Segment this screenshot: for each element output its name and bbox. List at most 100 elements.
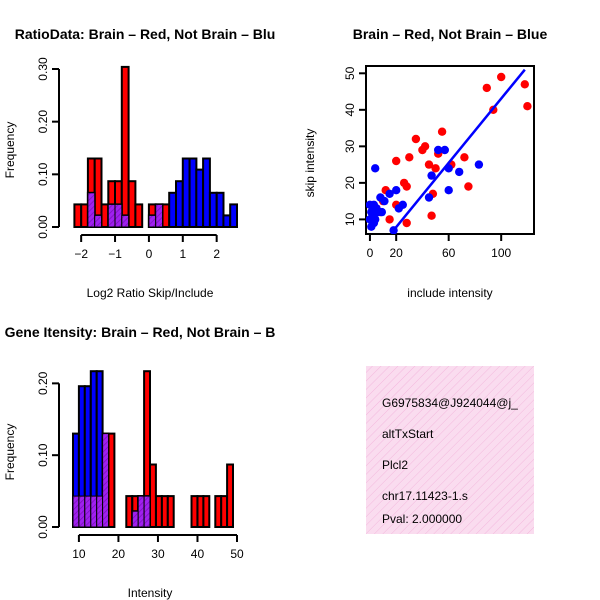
histogram-intensity: Gene Itensity: Brain – Red, Not Brain – … xyxy=(3,324,275,600)
scatter-point xyxy=(418,145,427,155)
scatter-point xyxy=(497,72,506,82)
scatter-point xyxy=(424,193,434,202)
x-tick-label: −1 xyxy=(108,247,122,261)
scatter-point xyxy=(402,182,411,191)
scatter-point xyxy=(520,80,529,89)
histogram-bar xyxy=(166,495,175,529)
histogram-bar xyxy=(195,168,205,229)
x-tick-label: 50 xyxy=(230,547,244,561)
histogram-bar xyxy=(100,203,110,228)
scatter-point xyxy=(455,167,464,177)
info-pval: Pval: 2.000000 xyxy=(382,512,462,526)
histogram-overlap-bar xyxy=(94,214,102,228)
x-tick-label: 100 xyxy=(491,246,511,260)
histogram-bar xyxy=(226,463,235,528)
histogram-ratio-axes: −2 −1 0 1 2 0.00 0.10 0.20 0.30 xyxy=(36,57,220,261)
scatter-point xyxy=(444,186,453,195)
histogram-ratio-xlabel: Log2 Ratio Skip/Include xyxy=(87,286,214,300)
scatter-intensity: Brain – Red, Not Brain – Blue 0 20 60 100 10… xyxy=(303,26,547,300)
scatter-point xyxy=(482,83,491,93)
histogram-overlap-bar xyxy=(102,433,109,528)
histogram-bar xyxy=(120,65,130,229)
x-tick-label: 0 xyxy=(367,246,374,260)
histogram-bar xyxy=(202,157,211,228)
x-tick-label: 20 xyxy=(390,246,404,260)
scatter-point xyxy=(464,182,473,191)
histogram-overlap-bar xyxy=(72,495,80,528)
scatter-points xyxy=(366,68,532,234)
y-tick-label: 0.20 xyxy=(36,371,50,395)
x-tick-label: 1 xyxy=(179,247,186,261)
histogram-overlap-bar xyxy=(78,495,86,528)
scatter-point xyxy=(392,156,401,166)
y-tick-label: 50 xyxy=(343,66,357,80)
x-tick-label: 0 xyxy=(146,247,153,261)
y-tick-label: 0.10 xyxy=(36,443,50,467)
y-tick-label: 0.00 xyxy=(36,215,50,239)
info-locus: chr17.11423-1.s xyxy=(382,489,468,503)
histogram-overlap-bar xyxy=(148,214,157,228)
y-tick-label: 20 xyxy=(343,176,357,190)
scatter-point xyxy=(440,145,449,155)
y-tick-label: 10 xyxy=(343,212,357,226)
histogram-intensity-bars xyxy=(72,370,235,529)
histogram-bar xyxy=(208,191,218,229)
histogram-bar xyxy=(134,203,144,228)
x-tick-label: 10 xyxy=(72,547,86,561)
histogram-ratio: RatioData: Brain – Red, Not Brain – Blu … xyxy=(3,26,275,300)
scatter-point xyxy=(474,160,484,169)
histogram-intensity-xlabel: Intensity xyxy=(128,586,173,600)
y-tick-label: 0.30 xyxy=(36,57,50,81)
scatter-point xyxy=(402,218,411,228)
histogram-bar xyxy=(168,191,177,229)
scatter-point xyxy=(385,215,394,224)
histogram-overlap-bar xyxy=(107,203,116,228)
scatter-point xyxy=(366,200,375,209)
scatter-point xyxy=(392,186,401,195)
info-event-type: altTxStart xyxy=(382,427,434,441)
x-tick-label: 40 xyxy=(191,547,205,561)
histogram-overlap-bar xyxy=(131,510,139,528)
histogram-bar xyxy=(175,180,184,228)
scatter-point xyxy=(371,164,380,173)
scatter-point xyxy=(367,222,376,231)
histogram-bar xyxy=(222,214,232,228)
scatter-point xyxy=(373,207,382,217)
scatter-point xyxy=(431,164,440,173)
histogram-overlap-bar xyxy=(137,495,145,528)
scatter-point xyxy=(427,171,436,180)
scatter-point xyxy=(437,127,447,136)
scatter-point xyxy=(427,211,436,220)
histogram-bar xyxy=(215,191,225,229)
info-panel-background xyxy=(366,366,534,534)
histogram-bar xyxy=(127,180,137,228)
scatter-point xyxy=(434,145,443,155)
histogram-overlap-bar xyxy=(155,203,163,228)
scatter-ylabel: skip intensity xyxy=(303,129,317,198)
histogram-overlap-bar xyxy=(84,495,92,528)
scatter-point xyxy=(460,153,469,162)
scatter-frame xyxy=(365,65,535,235)
histogram-intensity-ylabel: Frequency xyxy=(3,424,17,481)
scatter-plot-area: 0 20 60 100 10 20 30 40 50 xyxy=(343,65,535,260)
histogram-bar xyxy=(229,203,238,228)
scatter-point xyxy=(385,189,394,198)
x-tick-label: 30 xyxy=(151,547,165,561)
scatter-point xyxy=(424,160,434,169)
y-tick-label: 0.20 xyxy=(36,110,50,134)
histogram-bar xyxy=(202,495,211,529)
histogram-intensity-title: Gene Itensity: Brain – Red, Not Brain – … xyxy=(5,324,276,340)
info-id: G6975834@J924044@j_ xyxy=(382,396,518,410)
histogram-overlap-bar xyxy=(121,214,130,228)
histogram-overlap-bar xyxy=(87,192,96,228)
scatter-point xyxy=(398,200,407,209)
histogram-overlap-bar xyxy=(90,495,98,528)
histogram-ratio-bars xyxy=(73,65,238,229)
histogram-bar xyxy=(181,157,191,228)
y-tick-label: 0.00 xyxy=(36,515,50,539)
y-tick-label: 30 xyxy=(343,139,357,153)
histogram-intensity-axes: 10 20 30 40 50 0.00 0.10 0.20 xyxy=(36,371,244,561)
scatter-point xyxy=(523,102,532,111)
histogram-overlap-bar xyxy=(114,203,123,228)
